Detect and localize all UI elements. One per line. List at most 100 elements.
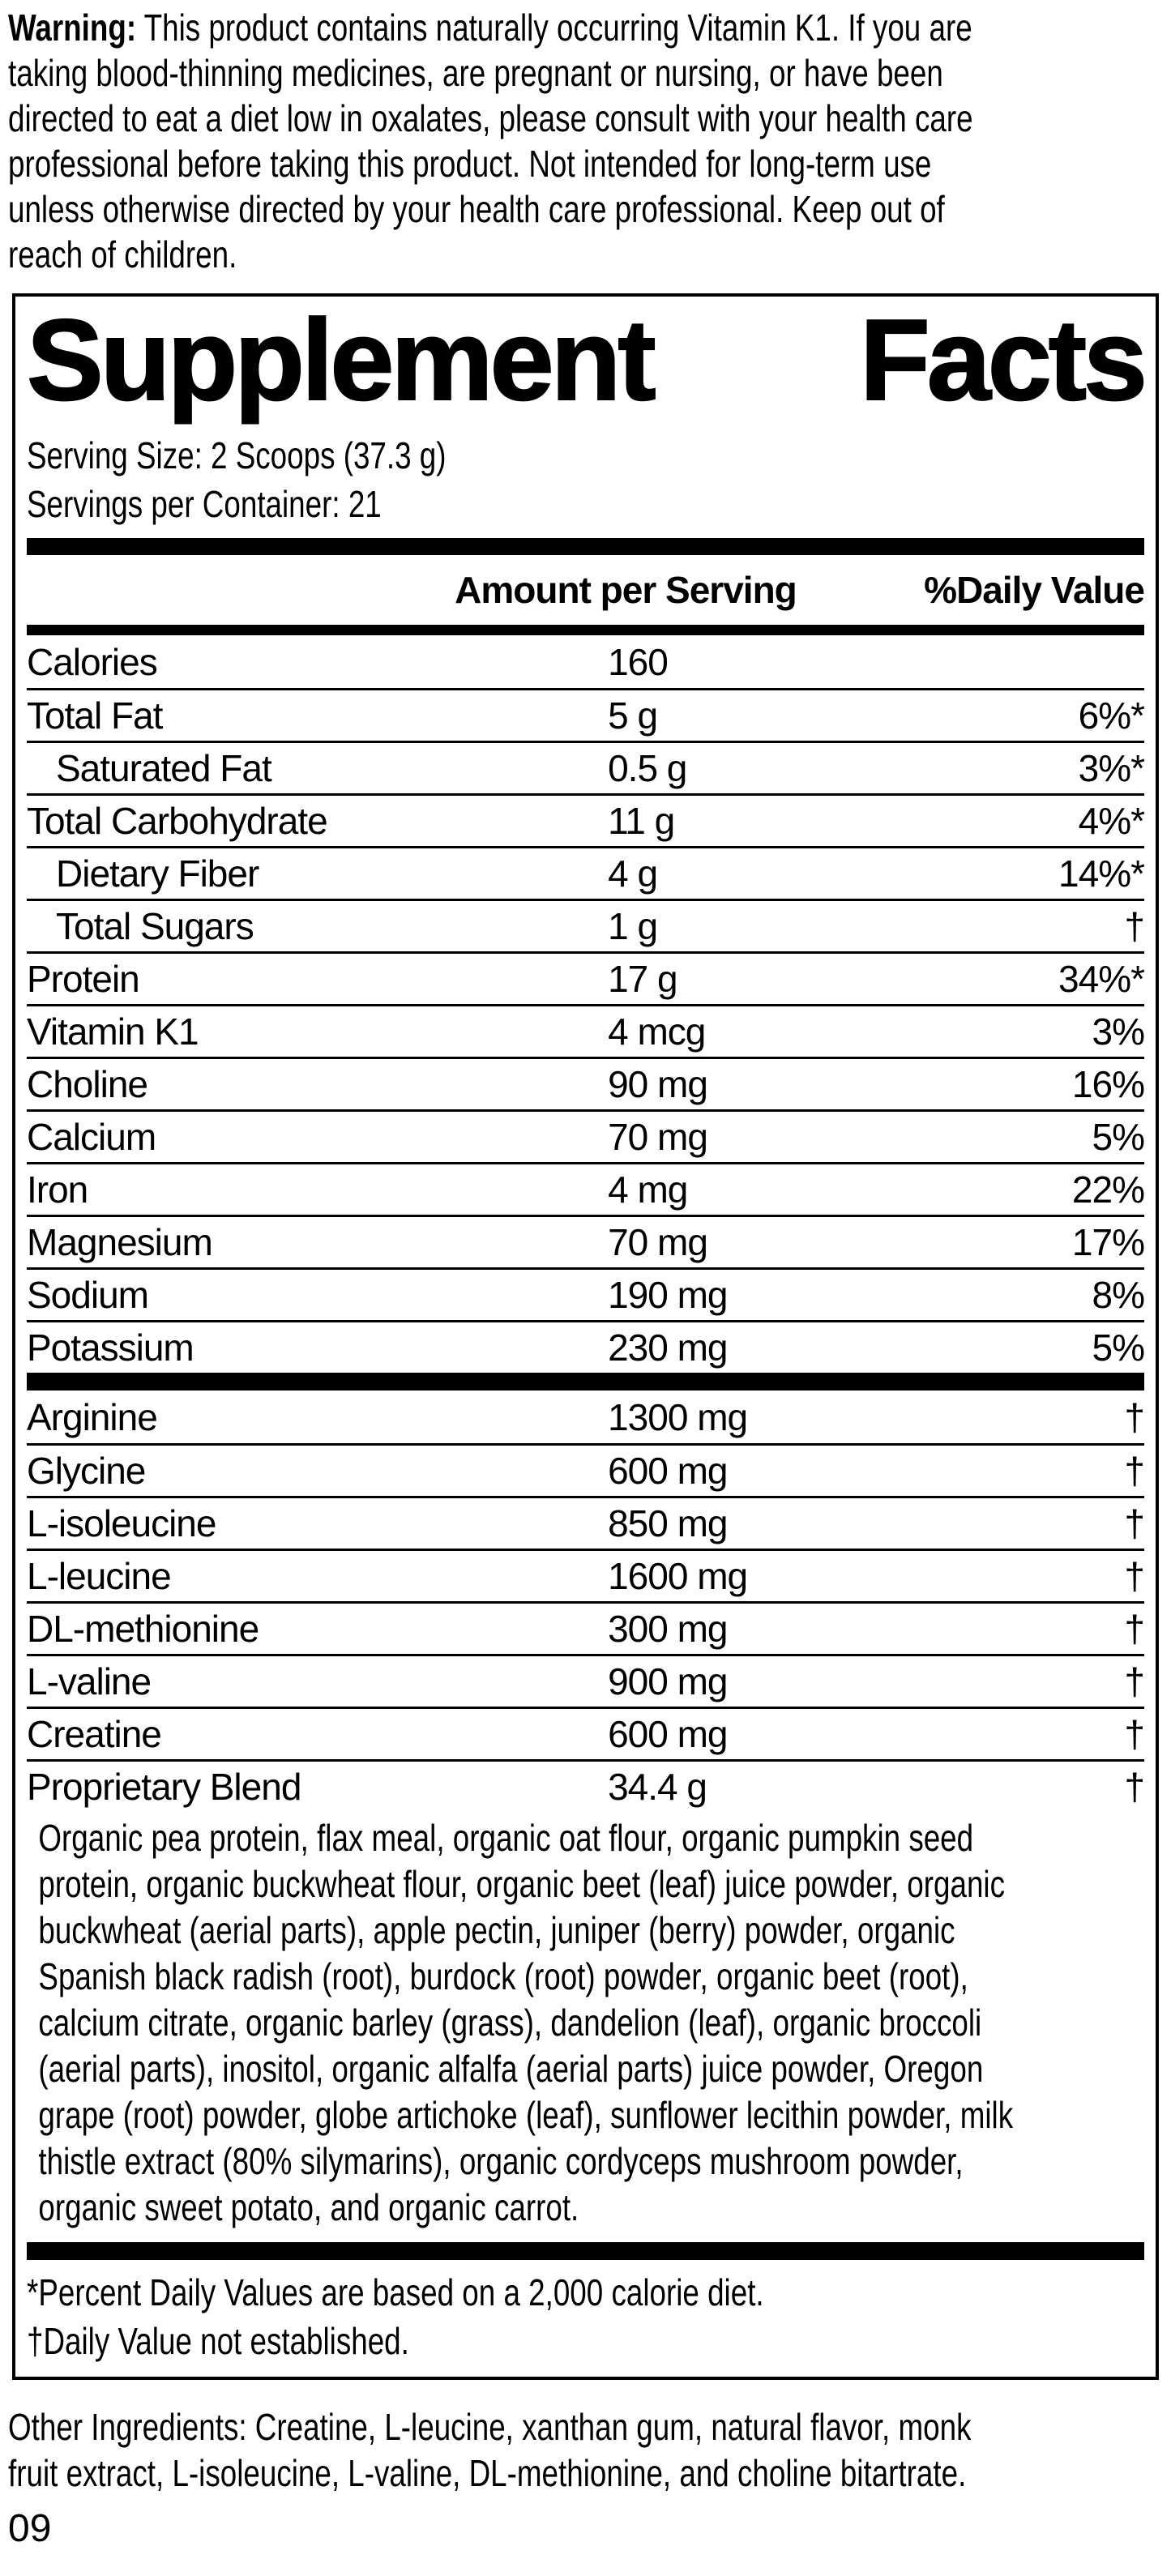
nutrient-name: Magnesium [27, 1221, 213, 1263]
warning-label: Warning: [8, 6, 137, 49]
row-total-sugars: Total Sugars 1 g † [27, 899, 1145, 951]
nutrient-amount: 70 mg [608, 1221, 708, 1263]
warning-paragraph: Warning: This product contains naturally… [8, 5, 1171, 277]
supplement-label-page: Warning: This product contains naturally… [0, 5, 1171, 2550]
nutrient-amount: 190 mg [608, 1274, 728, 1316]
servings-per-container: Servings per Container: 21 [27, 483, 382, 525]
nutrient-dv: † [1124, 1660, 1145, 1702]
nutrient-dv: 3% [1092, 1010, 1145, 1053]
nutrient-amount: 4 mg [608, 1168, 688, 1211]
nutrient-table: Calories 160 Total Fat 5 g 6%* Saturated… [27, 635, 1145, 1373]
row-sodium: Sodium 190 mg 8% [27, 1267, 1145, 1320]
nutrient-amount: 34.4 g [608, 1766, 707, 1808]
title-word-facts: Facts [859, 296, 1148, 425]
row-dietary-fiber: Dietary Fiber 4 g 14%* [27, 846, 1145, 899]
nutrient-amount: 160 [608, 640, 669, 683]
nutrient-amount: 5 g [608, 694, 658, 737]
title-word-supplement: Supplement [26, 296, 657, 425]
divider-bar-amino [27, 1373, 1144, 1391]
row-total-fat: Total Fat 5 g 6%* [27, 688, 1145, 741]
nutrient-dv: † [1124, 1766, 1145, 1808]
nutrient-name: Sodium [27, 1274, 149, 1316]
nutrient-amount: 850 mg [608, 1502, 728, 1544]
row-iron: Iron 4 mg 22% [27, 1162, 1145, 1215]
nutrient-name: Calcium [27, 1116, 156, 1158]
nutrient-dv: † [1124, 1450, 1145, 1492]
row-glycine: Glycine 600 mg † [27, 1443, 1145, 1496]
row-proprietary-blend: Proprietary Blend 34.4 g † [27, 1759, 1145, 1812]
divider-bar-top [27, 538, 1144, 555]
nutrient-dv: 5% [1092, 1116, 1145, 1158]
footnotes: *Percent Daily Values are based on a 2,0… [27, 2271, 764, 2362]
nutrient-dv: † [1124, 1502, 1145, 1544]
nutrient-amount: 1 g [608, 905, 658, 947]
nutrient-dv: 6%* [1078, 694, 1145, 737]
other-ingredients: Other Ingredients: Creatine, L-leucine, … [8, 2406, 972, 2494]
nutrient-name: Saturated Fat [56, 747, 272, 789]
row-choline: Choline 90 mg 16% [27, 1057, 1145, 1109]
nutrient-dv: 5% [1092, 1326, 1145, 1369]
row-total-carbohydrate: Total Carbohydrate 11 g 4%* [27, 793, 1145, 846]
row-dl-methionine: DL-methionine 300 mg † [27, 1601, 1145, 1654]
row-vitamin-k1: Vitamin K1 4 mcg 3% [27, 1004, 1145, 1057]
nutrient-dv: 34%* [1058, 958, 1145, 1000]
row-calcium: Calcium 70 mg 5% [27, 1109, 1145, 1162]
nutrient-name: Proprietary Blend [27, 1766, 301, 1808]
nutrient-amount: 230 mg [608, 1326, 728, 1369]
row-saturated-fat: Saturated Fat 0.5 g 3%* [27, 741, 1145, 793]
nutrient-name: Total Carbohydrate [27, 800, 328, 842]
nutrient-amount: 300 mg [608, 1608, 728, 1650]
nutrient-amount: 600 mg [608, 1450, 728, 1492]
nutrient-name: L-isoleucine [27, 1502, 216, 1544]
header-amount-per-serving: Amount per Serving [455, 569, 797, 611]
nutrient-dv: 14%* [1058, 852, 1145, 895]
nutrient-dv: 16% [1071, 1063, 1145, 1105]
row-protein: Protein 17 g 34%* [27, 951, 1145, 1004]
row-calories: Calories 160 [27, 635, 1144, 688]
proprietary-blend-ingredients: Organic pea protein, flax meal, organic … [38, 1817, 1014, 2228]
nutrient-name: Total Fat [27, 694, 163, 737]
row-l-valine: L-valine 900 mg † [27, 1654, 1145, 1707]
nutrient-amount: 4 mcg [608, 1010, 706, 1053]
warning-text: taking blood-thinning medicines, are pre… [8, 52, 973, 276]
row-l-leucine: L-leucine 1600 mg † [27, 1549, 1145, 1601]
nutrient-amount: 4 g [608, 852, 658, 895]
warning-first-line: Warning: This product contains naturally… [8, 5, 1171, 50]
nutrient-amount: 600 mg [608, 1713, 728, 1755]
nutrient-name: Protein [27, 958, 140, 1000]
nutrient-dv: 8% [1092, 1274, 1145, 1316]
nutrient-name: Arginine [27, 1395, 158, 1438]
nutrient-dv: † [1124, 1608, 1145, 1650]
row-arginine: Arginine 1300 mg † [27, 1391, 1145, 1443]
divider-bar-footnotes [27, 2242, 1144, 2260]
nutrient-name: DL-methionine [27, 1608, 259, 1650]
table-header: Amount per Serving %Daily Value [27, 555, 1145, 625]
nutrient-dv: 22% [1071, 1168, 1145, 1211]
nutrient-dv: † [1124, 905, 1145, 947]
nutrient-amount: 0.5 g [608, 747, 687, 789]
row-magnesium: Magnesium 70 mg 17% [27, 1215, 1145, 1267]
nutrient-name: Creatine [27, 1713, 162, 1755]
nutrient-dv: 17% [1071, 1221, 1145, 1263]
nutrient-name: Total Sugars [56, 905, 254, 947]
supplement-facts-panel: Supplement Facts Serving Size: 2 Scoops … [12, 293, 1159, 2380]
row-potassium: Potassium 230 mg 5% [27, 1320, 1145, 1373]
header-daily-value: %Daily Value [924, 569, 1145, 611]
nutrient-name: L-leucine [27, 1555, 172, 1597]
panel-title: Supplement Facts [26, 296, 1148, 425]
nutrient-dv: 4%* [1078, 800, 1145, 842]
nutrient-dv: † [1124, 1555, 1145, 1597]
serving-size: Serving Size: 2 Scoops (37.3 g) [27, 434, 447, 476]
nutrient-amount: 17 g [608, 958, 678, 1000]
nutrient-amount: 900 mg [608, 1660, 728, 1702]
nutrient-name: Potassium [27, 1326, 194, 1369]
nutrient-amount: 90 mg [608, 1063, 708, 1105]
warning-first-line-text: This product contains naturally occurrin… [136, 6, 972, 49]
nutrient-name: Calories [27, 640, 158, 683]
nutrient-amount: 1300 mg [608, 1395, 748, 1438]
nutrient-name: L-valine [27, 1660, 152, 1702]
nutrient-amount: 70 mg [608, 1116, 708, 1158]
nutrient-amount: 11 g [608, 800, 675, 842]
nutrient-name: Dietary Fiber [56, 852, 259, 895]
nutrient-amount: 1600 mg [608, 1555, 748, 1597]
